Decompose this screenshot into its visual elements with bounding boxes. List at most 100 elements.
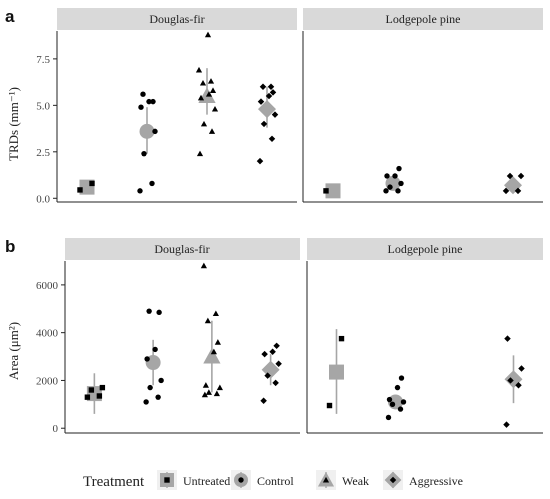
panel-a-douglas-fir-aggressive-point-6 [269, 89, 277, 96]
panel-b-douglas-fir-control-point-5 [152, 346, 158, 353]
panel-a-strip-label-douglas-fir: Douglas-fir [149, 12, 204, 26]
panel-b-douglas-fir-weak-point-9 [200, 262, 207, 269]
panel-b-douglas-fir-weak-point-0 [201, 391, 208, 398]
panel-b-douglas-fir-weak-point-1 [213, 390, 220, 397]
panel-b-douglas-fir-control-point-7 [146, 308, 152, 314]
panel-a-lodgepole-pine-aggressive-point-0 [502, 187, 510, 195]
legend-keys: Untreated Control Weak Aggressive [157, 470, 463, 490]
panel-a-douglas-fir-control-point-5 [146, 98, 152, 105]
panel-b-douglas-fir-control-point-0 [143, 399, 149, 405]
panel-a-douglas-fir-aggressive-point-2 [260, 120, 268, 128]
panel-a-lodgepole-pine-control-point-0 [383, 188, 389, 194]
panel-b-douglas-fir-weak-point-4 [202, 382, 209, 388]
panel-b-lodgepole-pine-untreated-point-0 [326, 402, 333, 409]
legend-key-point-weak [322, 476, 330, 483]
panel-a-plot-area: 0.0 2.5 5.0 7.5 [36, 31, 543, 205]
panel-b-douglas-fir-weak-point-5 [210, 348, 217, 355]
panel-b-ytitle-group: Area (μm²) [6, 322, 21, 380]
panel-b-douglas-fir-untreated-point-1 [96, 393, 103, 399]
panel-a-lodgepole-pine-untreated-point-0 [323, 188, 329, 194]
panel-b-lodgepole-pine-aggressive-point-4 [504, 335, 511, 342]
panel-a-ytick-label-3: 7.5 [36, 54, 50, 66]
panel-a-douglas-fir-weak-point-7 [199, 79, 207, 86]
panel-a-lodgepole-pine-aggressive-point-1 [514, 187, 522, 195]
panel-a-lodgepole-pine-control-point-2 [387, 184, 393, 190]
panel-a-douglas-fir-weak-point-1 [208, 128, 216, 134]
panel-b-douglas-fir-aggressive-point-1 [272, 379, 279, 387]
panel-a-ytick-label-0: 0.0 [36, 193, 50, 205]
panel-b-strip-lodgepole-pine [307, 238, 543, 260]
panel-b-lodgepole-pine-control-point-2 [389, 401, 396, 408]
panel-b-ytick-label-3: 6000 [36, 280, 59, 292]
panel-a-lodgepole-pine-control-point-1 [395, 188, 401, 194]
panel-a-lodgepole-pine-aggressive-point-3 [517, 172, 525, 180]
panel-a-douglas-fir-weak-point-5 [205, 91, 213, 97]
panel-a-douglas-fir-control-point-2 [141, 150, 147, 157]
panel-b-lodgepole-pine-control-point-0 [385, 414, 392, 421]
panel-a-douglas-fir-weak-point-10 [204, 31, 212, 38]
panel-b-douglas-fir-aggressive-point-6 [273, 342, 280, 350]
panel-b-lodgepole-pine-control-point-4 [386, 396, 393, 403]
panel-a-douglas-fir-aggressive-mean-marker [258, 100, 276, 119]
panel-b-douglas-fir-control-point-6 [156, 309, 162, 316]
panel-a-douglas-fir-aggressive-point-4 [257, 98, 265, 105]
panel-a-ylabel: TRDs (mm⁻¹) [6, 87, 21, 161]
panel-a-douglas-fir-weak-point-3 [211, 105, 219, 112]
panel-a-ytitle-group: TRDs (mm⁻¹) [6, 87, 21, 161]
panel-a: a TRDs (mm⁻¹) Douglas-fir Lodgepole pine… [5, 7, 543, 205]
panel-b-douglas-fir-aggressive-point-2 [264, 372, 271, 379]
panel-a-strip-douglas-fir [57, 8, 297, 30]
panel-b-douglas-fir-weak-point-2 [205, 389, 212, 395]
panel-b-douglas-fir-control-point-2 [147, 384, 153, 391]
panel-b-lodgepole-pine-aggressive-point-0 [503, 421, 510, 428]
panel-a-lodgepole-pine-control-point-4 [384, 173, 390, 179]
panel-a-douglas-fir-untreated-point-1 [89, 180, 95, 187]
panel-b-strip-label-douglas-fir: Douglas-fir [154, 242, 209, 256]
panel-b-douglas-fir-weak-point-8 [212, 310, 219, 317]
panel-a-douglas-fir-control-point-7 [140, 91, 146, 97]
panel-b-douglas-fir-untreated-point-3 [99, 384, 106, 391]
panel-a-lodgepole-pine-control-point-5 [392, 173, 398, 179]
panel-a-douglas-fir-aggressive-point-0 [256, 157, 264, 165]
panel-b-lodgepole-pine-aggressive-point-3 [518, 365, 525, 372]
panel-a-douglas-fir-untreated-point-0 [77, 187, 83, 193]
panel-a-douglas-fir-aggressive-point-8 [267, 83, 275, 91]
legend-label-aggressive: Aggressive [409, 474, 463, 488]
panel-b-douglas-fir-untreated-point-2 [88, 387, 95, 393]
panel-a-douglas-fir-aggressive-point-3 [271, 111, 279, 118]
panel-b-ytick-label-0: 0 [53, 423, 59, 435]
panel-a-douglas-fir-weak-point-8 [207, 78, 215, 84]
panel-a-douglas-fir-control-point-0 [137, 188, 143, 194]
panel-a-strip-label-lodgepole-pine: Lodgepole pine [386, 12, 461, 26]
panel-a-douglas-fir-control-point-3 [152, 128, 158, 135]
panel-b-lodgepole-pine-aggressive-point-1 [515, 381, 522, 389]
panel-a-lodgepole-pine-control-point-3 [398, 180, 404, 187]
legend-label-weak: Weak [342, 474, 369, 488]
legend-label-untreated: Untreated [183, 474, 230, 488]
panel-b: b Area (μm²) Douglas-fir Lodgepole pine … [5, 237, 543, 435]
panel-a-lodgepole-pine-control-point-6 [396, 165, 402, 172]
panel-a-lodgepole-pine-aggressive-point-2 [506, 172, 514, 180]
panel-b-lodgepole-pine-untreated-mean-marker [329, 364, 344, 380]
panel-b-douglas-fir-control-point-1 [155, 394, 161, 400]
panel-a-douglas-fir-weak-point-2 [200, 120, 208, 127]
panel-a-lodgepole-pine-untreated-mean-marker [325, 183, 341, 199]
panel-b-douglas-fir-weak-point-7 [204, 317, 211, 324]
panel-a-douglas-fir-weak-point-6 [209, 87, 217, 93]
panel-a-douglas-fir-weak-point-9 [195, 66, 203, 73]
panel-b-douglas-fir-aggressive-point-4 [261, 350, 268, 358]
panel-b-douglas-fir-control-point-3 [158, 377, 164, 384]
panel-b-strip-douglas-fir [65, 238, 300, 260]
panel-b-lodgepole-pine-control-point-6 [398, 375, 405, 381]
legend-label-control: Control [257, 474, 294, 488]
panel-b-lodgepole-pine-control-point-3 [400, 399, 407, 405]
panel-a-ytick-label-1: 2.5 [36, 147, 50, 159]
panel-b-douglas-fir-aggressive-point-0 [260, 397, 267, 404]
panel-a-strip-lodgepole-pine [303, 8, 543, 30]
panel-b-letter: b [5, 237, 15, 256]
panel-b-douglas-fir-weak-point-3 [216, 384, 223, 391]
panel-b-ytick-label-2: 4000 [36, 328, 59, 340]
legend-title: Treatment [83, 474, 145, 490]
panel-b-lodgepole-pine-aggressive-point-2 [507, 377, 514, 384]
